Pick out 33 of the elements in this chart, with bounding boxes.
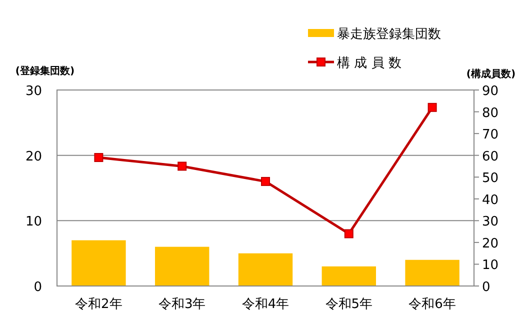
y2-tick-label: 40 bbox=[482, 192, 499, 208]
point bbox=[428, 102, 437, 112]
y2-tick-label: 50 bbox=[482, 171, 499, 186]
y2-tick-label: 0 bbox=[482, 280, 490, 295]
y2-tick-label: 60 bbox=[482, 149, 499, 164]
y-tick-label: 10 bbox=[25, 214, 42, 230]
y2-tick-label: 20 bbox=[482, 236, 499, 252]
bar bbox=[238, 253, 293, 286]
y-tick-label: 0 bbox=[34, 280, 42, 295]
y2-tick-label: 80 bbox=[482, 106, 499, 121]
y2-tick-label: 70 bbox=[482, 128, 499, 143]
y2-axis-title: (構成員数) bbox=[466, 68, 516, 80]
y2-tick-label: 10 bbox=[482, 258, 499, 274]
y-tick-label: 30 bbox=[25, 84, 42, 99]
bar bbox=[72, 240, 126, 286]
x-tick-label: 令和2年 bbox=[75, 297, 122, 312]
x-tick-label: 令和5年 bbox=[325, 297, 373, 312]
legend-label: 構 成 員 数 bbox=[337, 56, 402, 71]
point bbox=[94, 153, 104, 162]
bar bbox=[405, 260, 460, 286]
x-tick-label: 令和6年 bbox=[408, 297, 456, 312]
legend-label: 暴走族登録集団数 bbox=[337, 27, 441, 42]
point bbox=[178, 162, 187, 171]
point bbox=[344, 229, 354, 238]
bar bbox=[154, 246, 210, 286]
bar bbox=[322, 266, 376, 286]
point bbox=[261, 176, 270, 186]
y-tick-label: 20 bbox=[25, 149, 42, 164]
y-axis-title: (登録集団数) bbox=[15, 65, 75, 77]
x-tick-label: 令和3年 bbox=[158, 297, 206, 312]
y2-tick-label: 90 bbox=[482, 84, 499, 99]
y2-tick-label: 30 bbox=[482, 214, 499, 230]
x-tick-label: 令和4年 bbox=[242, 297, 290, 312]
